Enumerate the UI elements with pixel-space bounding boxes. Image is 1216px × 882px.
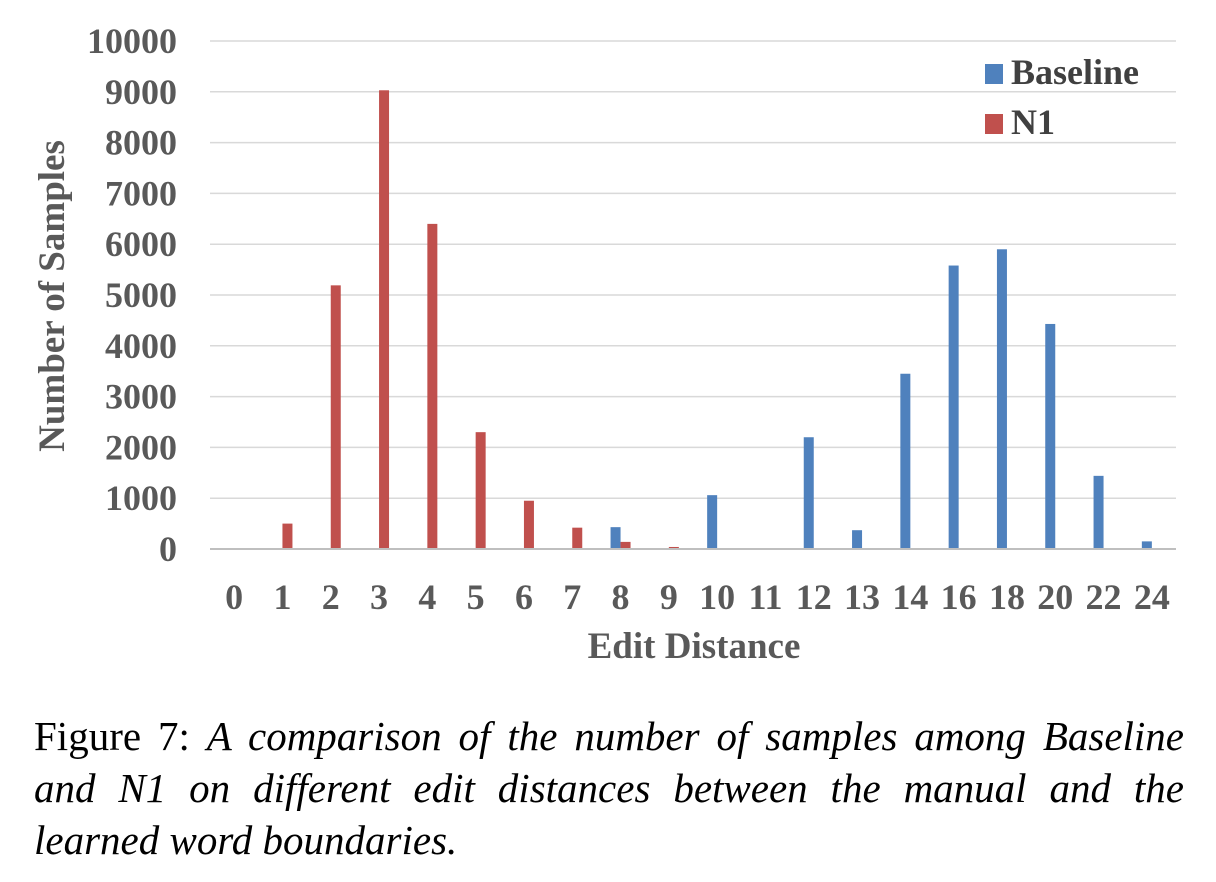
x-tick-label: 22 xyxy=(1086,577,1122,617)
bar-baseline-18 xyxy=(996,249,1007,549)
x-tick-label: 9 xyxy=(660,577,678,617)
y-axis-title: Number of Samples xyxy=(32,140,73,452)
bar-baseline-12 xyxy=(803,437,814,549)
bar-baseline-8 xyxy=(610,527,621,549)
bar-baseline-24 xyxy=(1141,541,1152,549)
bar-n1-3 xyxy=(379,90,390,549)
x-tick-label: 2 xyxy=(322,577,340,617)
y-tick-label: 2000 xyxy=(105,427,177,467)
y-tick-label: 5000 xyxy=(105,275,177,315)
bar-chart: 0100020003000400050006000700080009000100… xyxy=(32,21,1176,667)
caption-label: Figure 7: xyxy=(34,713,190,759)
y-tick-label: 4000 xyxy=(105,326,177,366)
x-tick-label: 10 xyxy=(699,577,735,617)
x-axis-ticks: 0 1 2 3 4 5 6 7 8 9 10 11 12 13 14 16 18 20 22 24 xyxy=(225,577,1170,617)
legend-swatch-baseline xyxy=(985,64,1003,84)
x-tick-label: 3 xyxy=(370,577,388,617)
x-tick-label: 4 xyxy=(418,577,436,617)
bar-baseline-13 xyxy=(852,530,863,549)
bar-n1-1 xyxy=(282,523,293,549)
bar-n1-4 xyxy=(427,223,438,549)
bar-n1-9 xyxy=(668,546,679,549)
x-tick-label: 18 xyxy=(989,577,1025,617)
legend-label-baseline: Baseline xyxy=(1011,52,1139,92)
bar-baseline-16 xyxy=(948,265,959,549)
y-tick-label: 0 xyxy=(159,529,177,569)
x-tick-label: 16 xyxy=(941,577,977,617)
y-tick-label: 6000 xyxy=(105,224,177,264)
x-tick-label: 20 xyxy=(1037,577,1073,617)
bar-n1-6 xyxy=(523,500,534,549)
bar-baseline-14 xyxy=(900,373,911,549)
bar-n1-7 xyxy=(572,527,583,549)
y-tick-label: 9000 xyxy=(105,72,177,112)
legend-label-n1: N1 xyxy=(1011,102,1055,142)
x-tick-label: 24 xyxy=(1134,577,1170,617)
bar-n1-5 xyxy=(475,432,486,549)
bar-baseline-22 xyxy=(1093,475,1104,549)
x-tick-label: 5 xyxy=(467,577,485,617)
bar-baseline-10 xyxy=(707,495,718,549)
bar-n1-2 xyxy=(330,285,341,549)
y-tick-label: 7000 xyxy=(105,173,177,213)
legend: Baseline N1 xyxy=(985,52,1139,142)
caption-text: A comparison of the number of samples am… xyxy=(34,713,1185,863)
x-tick-label: 0 xyxy=(225,577,243,617)
x-tick-label: 11 xyxy=(748,577,782,617)
legend-swatch-n1 xyxy=(985,114,1003,134)
y-tick-label: 1000 xyxy=(105,478,177,518)
bar-n1-8 xyxy=(620,541,631,549)
gridlines xyxy=(210,40,1176,499)
figure-caption: Figure 7: A comparison of the number of … xyxy=(34,710,1184,866)
x-tick-label: 7 xyxy=(563,577,581,617)
bar-baseline-20 xyxy=(1045,323,1056,549)
x-tick-label: 6 xyxy=(515,577,533,617)
x-tick-label: 12 xyxy=(796,577,832,617)
x-tick-label: 1 xyxy=(273,577,291,617)
y-tick-label: 3000 xyxy=(105,377,177,417)
x-axis-title: Edit Distance xyxy=(588,626,801,667)
bars xyxy=(282,90,1152,549)
x-tick-label: 8 xyxy=(612,577,630,617)
y-tick-label: 10000 xyxy=(87,21,177,61)
y-axis-ticks: 0 1000 2000 3000 4000 5000 6000 7000 8000 9000 100… xyxy=(87,21,177,569)
y-tick-label: 8000 xyxy=(105,123,177,163)
x-tick-label: 13 xyxy=(844,577,880,617)
x-tick-label: 14 xyxy=(892,577,928,617)
